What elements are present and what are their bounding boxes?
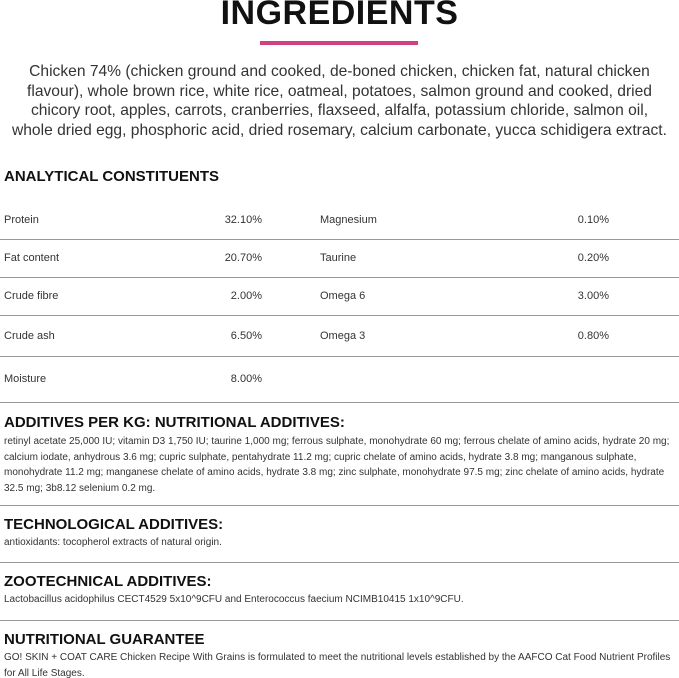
constituent-label: Fat content [4, 252, 60, 264]
constituent-value: 32.10% [224, 214, 262, 226]
constituent-row: Moisture 8.00% [0, 356, 679, 403]
accent-underline [260, 41, 418, 45]
constituent-value: 3.00% [577, 290, 609, 302]
constituent-label: Moisture [4, 373, 47, 385]
technological-heading: TECHNOLOGICAL ADDITIVES: [4, 516, 224, 533]
constituent-label: Crude fibre [4, 290, 59, 302]
constituent-value: 0.10% [577, 214, 609, 226]
constituent-row: Fat content 20.70% Taurine 0.20% [0, 239, 679, 278]
constituent-row: Crude fibre 2.00% Omega 6 3.00% [0, 277, 679, 316]
guarantee-text: GO! SKIN + COAT CARE Chicken Recipe With… [4, 652, 671, 678]
analytical-heading: ANALYTICAL CONSTITUENTS [4, 168, 220, 185]
guarantee-heading: NUTRITIONAL GUARANTEE [4, 631, 205, 648]
constituent-row: Crude ash 6.50% Omega 3 0.80% [0, 315, 679, 357]
constituent-label: Magnesium [320, 214, 377, 226]
divider [0, 562, 679, 563]
constituent-label: Omega 6 [320, 290, 366, 302]
constituent-label: Omega 3 [320, 329, 366, 342]
constituent-value: 20.70% [224, 252, 262, 264]
divider [0, 505, 679, 506]
constituent-row: Protein 32.10% Magnesium 0.10% [0, 201, 679, 240]
nutritional-additives-heading: ADDITIVES PER KG: NUTRITIONAL ADDITIVES: [4, 414, 345, 431]
constituent-label: Crude ash [4, 329, 55, 342]
constituent-value: 6.50% [230, 329, 262, 342]
technological-text: antioxidants: tocopherol extracts of nat… [4, 537, 222, 548]
page-title: INGREDIENTS [220, 0, 459, 32]
constituent-label: Protein [4, 214, 39, 226]
divider [0, 620, 679, 621]
constituent-label: Taurine [320, 252, 357, 264]
zootechnical-heading: ZOOTECHNICAL ADDITIVES: [4, 573, 212, 590]
zootechnical-text: Lactobacillus acidophilus CECT4529 5x10^… [4, 594, 464, 605]
nutritional-additives-text: retinyl acetate 25,000 IU; vitamin D3 1,… [4, 436, 670, 494]
constituent-value: 8.00% [230, 373, 262, 385]
constituent-value: 0.80% [577, 329, 609, 342]
ingredients-text: Chicken 74% (chicken ground and cooked, … [12, 63, 667, 139]
constituent-value: 2.00% [230, 290, 262, 302]
constituent-value: 0.20% [577, 252, 609, 264]
